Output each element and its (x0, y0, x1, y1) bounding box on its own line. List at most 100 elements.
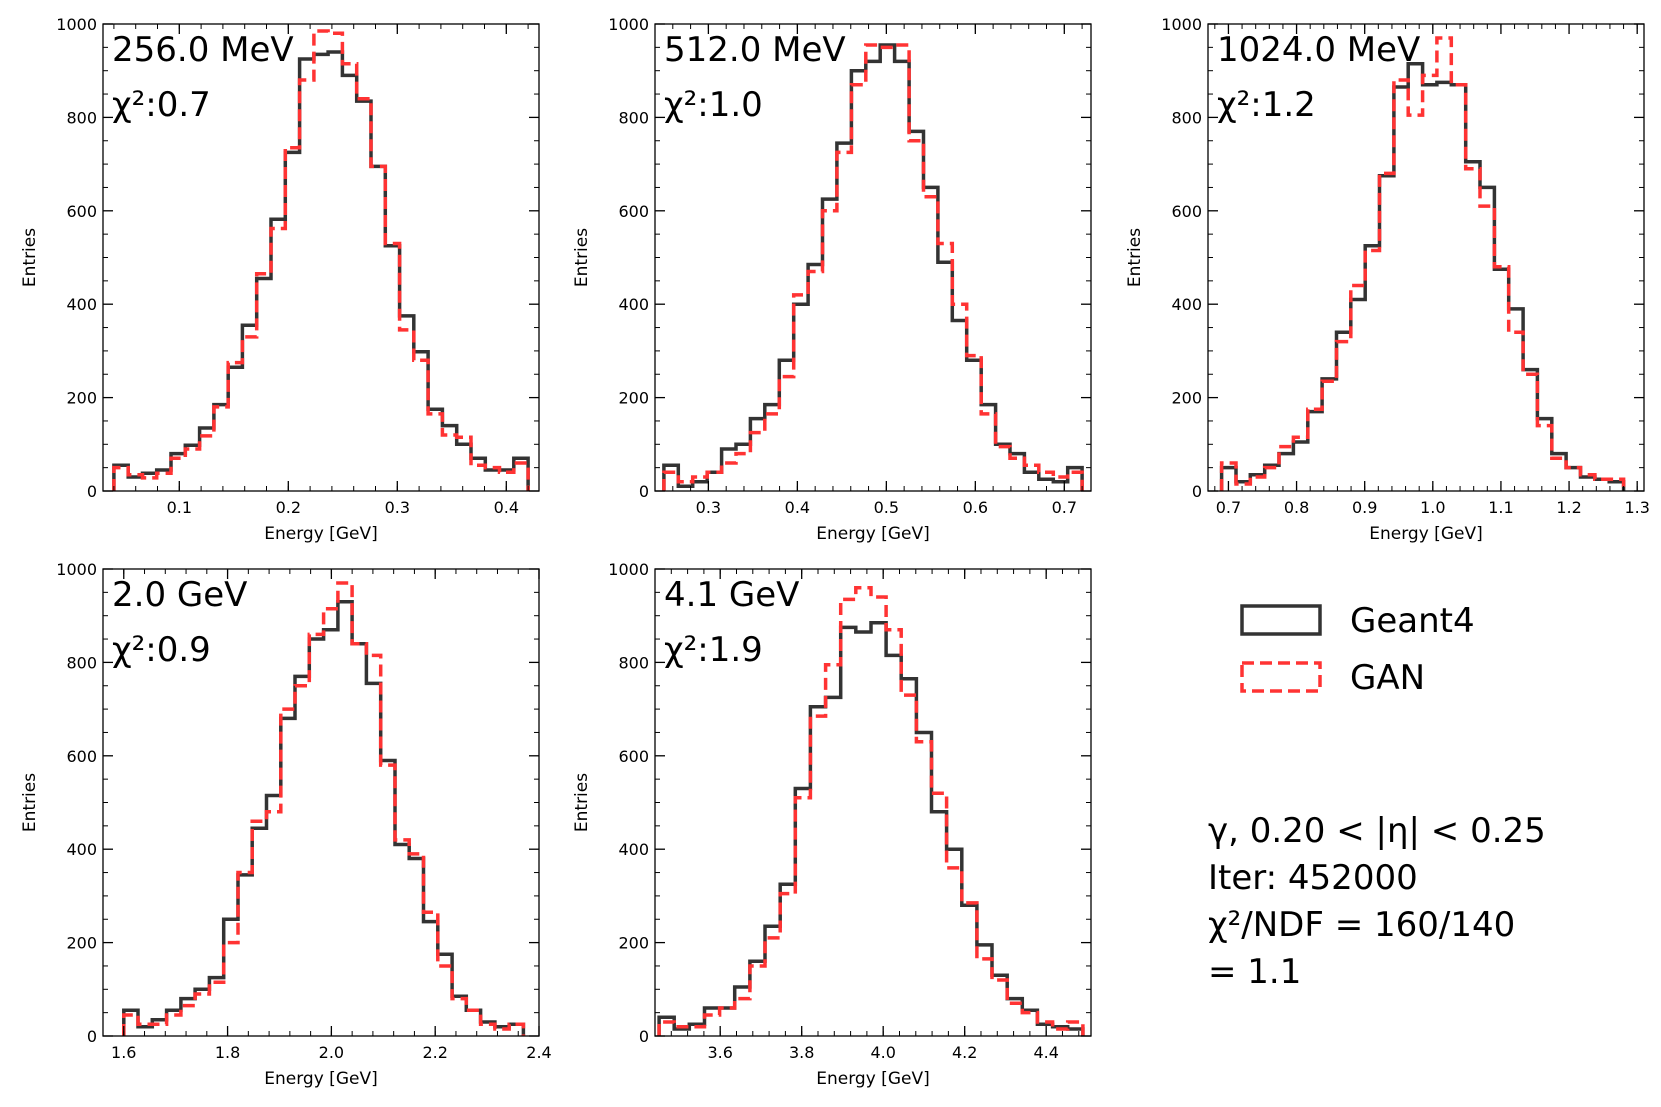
panel-chi2-label: χ²:0.7 (112, 85, 211, 125)
y-tick-label: 400 (66, 840, 97, 859)
y-tick-label: 1000 (608, 560, 649, 579)
x-tick-label: 3.6 (707, 1043, 732, 1062)
y-tick-label: 800 (66, 108, 97, 127)
y-axis-label: Entries (20, 773, 40, 832)
panel-1: 0.1 0.2 0.3 0.4 0 200 400 600 800 1000 Energy [GeV… (20, 15, 540, 544)
y-tick-label: 400 (618, 295, 649, 314)
info-chi2-ndf: χ²/NDF = 160/140 (1208, 905, 1515, 945)
x-tick-label: 4.4 (1033, 1043, 1058, 1062)
histogram-gan-series (662, 43, 1084, 491)
x-tick-label: 0.7 (1052, 498, 1077, 517)
x-tick-label: 4.0 (870, 1043, 895, 1062)
histogram-geant4-series (1219, 61, 1626, 491)
histogram-geant4-series (662, 43, 1084, 491)
y-tick-label: 1000 (608, 15, 649, 34)
x-tick-label: 2.0 (319, 1043, 344, 1062)
y-tick-label: 400 (66, 295, 97, 314)
histogram-gan-series (122, 581, 526, 1036)
panel-chi2-label: χ²:1.0 (664, 85, 763, 125)
legend-geant4-swatch (1240, 604, 1322, 636)
x-tick-label: 0.6 (963, 498, 988, 517)
x-tick-label: 4.2 (952, 1043, 977, 1062)
x-axis-label: Energy [GeV] (816, 524, 929, 544)
info-particle-eta: γ, 0.20 < |η| < 0.25 (1208, 811, 1546, 851)
x-tick-label: 0.3 (696, 498, 721, 517)
y-tick-label: 0 (639, 482, 649, 501)
y-tick-label: 0 (87, 482, 97, 501)
y-tick-label: 600 (618, 202, 649, 221)
legend-gan-label: GAN (1350, 658, 1425, 698)
panel-energy-title: 256.0 MeV (112, 30, 294, 70)
panel-4: 1.6 1.8 2.0 2.2 2.4 0 200 400 600 800 1000 Energy [… (20, 560, 552, 1089)
y-tick-label: 0 (1192, 482, 1202, 501)
panel-energy-title: 2.0 GeV (112, 575, 247, 615)
x-tick-label: 0.1 (167, 498, 192, 517)
y-tick-label: 1000 (1161, 15, 1202, 34)
legend-geant4-label: Geant4 (1350, 601, 1475, 641)
x-tick-label: 3.8 (789, 1043, 814, 1062)
y-tick-label: 800 (66, 653, 97, 672)
x-tick-label: 0.9 (1352, 498, 1377, 517)
x-tick-label: 0.4 (494, 498, 519, 517)
info-chi2-ndf-result: = 1.1 (1208, 952, 1301, 992)
y-tick-label: 1000 (56, 560, 97, 579)
panel-chi2-label: χ²:1.9 (664, 630, 763, 670)
y-tick-label: 600 (618, 747, 649, 766)
x-tick-label: 1.2 (1556, 498, 1581, 517)
y-axis-label: Entries (572, 773, 592, 832)
legend-gan-swatch (1240, 661, 1322, 693)
panel-energy-title: 512.0 MeV (664, 30, 846, 70)
x-tick-label: 1.8 (215, 1043, 240, 1062)
panel-5: 3.6 3.8 4.0 4.2 4.4 0 200 400 600 800 1000 Energy [… (572, 560, 1092, 1089)
legend: Geant4 GAN (1240, 601, 1475, 698)
y-tick-label: 200 (1171, 389, 1202, 408)
y-tick-label: 200 (66, 389, 97, 408)
y-tick-label: 600 (66, 747, 97, 766)
histogram-panels: 0.1 0.2 0.3 0.4 0 200 400 600 800 1000 Energy [GeV… (20, 15, 1650, 1089)
panel-chi2-label: χ²:0.9 (112, 630, 211, 670)
x-tick-label: 2.2 (422, 1043, 447, 1062)
x-tick-label: 1.1 (1488, 498, 1513, 517)
x-tick-label: 1.0 (1420, 498, 1445, 517)
y-tick-label: 800 (1171, 108, 1202, 127)
histogram-gan-series (112, 29, 530, 491)
y-tick-label: 400 (1171, 295, 1202, 314)
info-text: γ, 0.20 < |η| < 0.25 Iter: 452000 χ²/NDF… (1208, 811, 1546, 992)
y-tick-label: 600 (66, 202, 97, 221)
panel-3: 0.7 0.8 0.9 1.0 1.1 1.2 1.3 0 200 400 600 800 1000 En… (1125, 15, 1650, 544)
histogram-gan-series (657, 585, 1085, 1036)
y-tick-label: 800 (618, 653, 649, 672)
x-tick-label: 1.3 (1624, 498, 1649, 517)
y-tick-label: 200 (618, 389, 649, 408)
y-tick-label: 1000 (56, 15, 97, 34)
panel-energy-title: 1024.0 MeV (1217, 30, 1420, 70)
histogram-geant4-series (657, 620, 1085, 1036)
y-axis-label: Entries (1125, 228, 1145, 287)
x-axis-label: Energy [GeV] (1369, 524, 1482, 544)
x-tick-label: 0.3 (385, 498, 410, 517)
x-axis-label: Energy [GeV] (264, 524, 377, 544)
x-tick-label: 0.4 (785, 498, 810, 517)
x-tick-label: 1.6 (111, 1043, 136, 1062)
x-tick-label: 0.7 (1216, 498, 1241, 517)
y-axis-label: Entries (572, 228, 592, 287)
y-axis-label: Entries (20, 228, 40, 287)
x-tick-label: 0.8 (1284, 498, 1309, 517)
x-tick-label: 2.4 (526, 1043, 551, 1062)
y-tick-label: 200 (66, 934, 97, 953)
y-tick-label: 800 (618, 108, 649, 127)
y-tick-label: 600 (1171, 202, 1202, 221)
x-tick-label: 0.5 (874, 498, 899, 517)
x-axis-label: Energy [GeV] (816, 1069, 929, 1089)
histogram-gan-series (1219, 36, 1626, 491)
panel-2: 0.3 0.4 0.5 0.6 0.7 0 200 400 600 800 1000 Energy [… (572, 15, 1092, 544)
y-tick-label: 200 (618, 934, 649, 953)
y-tick-label: 0 (639, 1027, 649, 1046)
y-tick-label: 0 (87, 1027, 97, 1046)
y-tick-label: 400 (618, 840, 649, 859)
info-iteration: Iter: 452000 (1208, 858, 1418, 898)
x-tick-label: 0.2 (276, 498, 301, 517)
panel-chi2-label: χ²:1.2 (1217, 85, 1316, 125)
x-axis-label: Energy [GeV] (264, 1069, 377, 1089)
